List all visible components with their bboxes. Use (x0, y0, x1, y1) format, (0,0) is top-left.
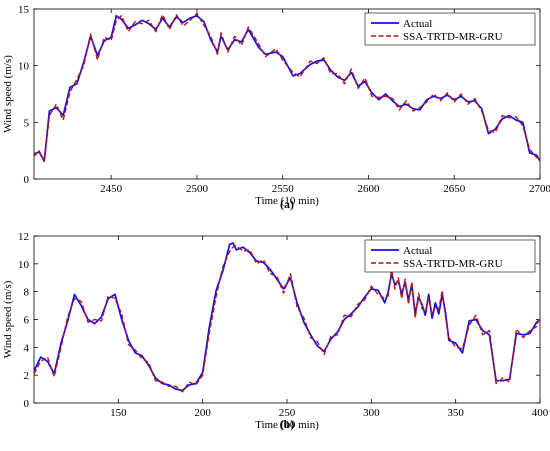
y-tick-label: 10 (18, 61, 30, 73)
x-tick-label: 2500 (186, 183, 209, 195)
x-tick-label: 300 (363, 407, 380, 419)
x-axis-label: Time (10 min) (255, 195, 319, 207)
legend-entry: SSA-TRTD-MR-GRU (403, 258, 503, 270)
y-tick-label: 10 (18, 259, 30, 271)
legend-entry: Actual (403, 18, 432, 30)
chart-panel-a: 0 5 10 15 2450 2500 2550 2600 2650 2700 Time (10 m… (2, 4, 550, 211)
y-tick-label: 8 (24, 287, 30, 299)
x-tick-label: 2650 (443, 183, 466, 195)
x-axis-label: Time (10 min) (255, 419, 319, 431)
y-axis-label: Wind speed (m/s) (2, 280, 14, 358)
legend-box (364, 239, 536, 273)
x-tick-label: 2450 (100, 183, 123, 195)
y-tick-label: 12 (18, 231, 29, 243)
series-line-ssa-trtd-mr-gru (34, 244, 540, 393)
y-axis-label: Wind speed (m/s) (2, 55, 14, 133)
x-tick-label: 400 (532, 407, 549, 419)
legend-entry: SSA-TRTD-MR-GRU (403, 31, 503, 43)
legend-entry: Actual (403, 245, 432, 257)
y-tick-label: 6 (24, 315, 30, 327)
x-tick-label: 150 (110, 407, 127, 419)
y-tick-label: 0 (24, 398, 30, 410)
x-tick-label: 2550 (272, 183, 295, 195)
chart-panel-b: 0 2 4 6 8 10 12 150 200 250 300 350 400 Time (10 min)… (2, 231, 549, 431)
x-tick-label: 200 (194, 407, 211, 419)
panel-label: (a) (280, 197, 294, 211)
x-tick-label: 2700 (529, 183, 550, 195)
panel-label: (b) (280, 417, 295, 431)
y-tick-label: 0 (24, 174, 30, 186)
y-tick-label: 15 (18, 4, 30, 16)
y-tick-label: 4 (24, 342, 30, 354)
x-tick-label: 2600 (357, 183, 380, 195)
y-tick-label: 5 (24, 117, 30, 129)
x-tick-label: 350 (447, 407, 464, 419)
y-tick-label: 2 (24, 370, 30, 382)
x-tick-label: 250 (279, 407, 296, 419)
legend-box (364, 12, 536, 46)
series-line-ssa-trtd-mr-gru (34, 12, 540, 163)
series-line-actual (34, 14, 540, 162)
